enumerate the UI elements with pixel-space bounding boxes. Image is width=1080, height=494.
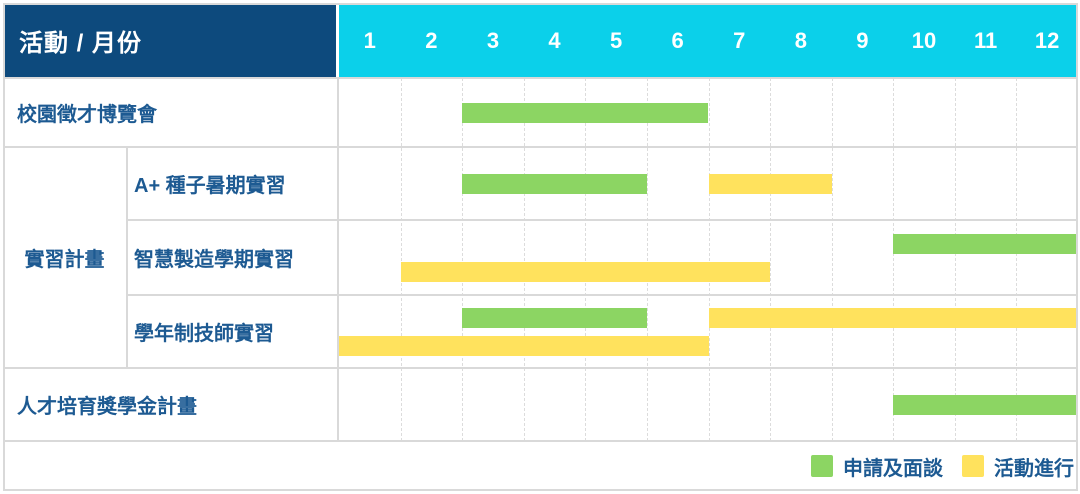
bars-talent-scholarship-program: [339, 368, 1078, 441]
row-label-smart-manufacturing-semester-internship: 智慧製造學期實習: [134, 249, 294, 271]
row-divider: [3, 146, 1078, 148]
month-label: 1: [363, 27, 376, 53]
row-label-year-round-technician-internship: 學年制技師實習: [134, 323, 274, 345]
bar-line: [339, 394, 1078, 415]
bar-line: [339, 261, 1078, 282]
row-divider: [3, 367, 1078, 369]
gantt-bar-apply: [462, 102, 709, 123]
bar-line: [339, 335, 1078, 356]
gantt-bar-ongoing: [339, 335, 709, 356]
month-label: 10: [911, 27, 937, 53]
row-divider: [3, 440, 1078, 442]
month-label: 9: [856, 27, 869, 53]
row-label-talent-scholarship-program: 人才培育獎學金計畫: [17, 396, 197, 418]
group-label-internship-program: 實習計畫: [24, 249, 105, 271]
month-label: 2: [425, 27, 438, 53]
bar-line: [339, 102, 1078, 123]
label-chart-divider: [337, 78, 339, 441]
month-header-row: 1 2 3 4 5 6 7 8 9 10 11 12: [339, 3, 1078, 78]
month-label: 7: [733, 27, 746, 53]
header-title: 活動 / 月份: [19, 30, 143, 57]
legend-swatch-activity-ongoing: [962, 455, 984, 477]
bars-aplus-seed-summer-internship: [339, 147, 1078, 220]
header-activity-month-cell: 活動 / 月份: [3, 3, 336, 78]
month-label: 5: [609, 27, 623, 53]
month-label: 12: [1034, 27, 1060, 53]
bar-line: [339, 307, 1078, 328]
bar-line: [339, 173, 1078, 194]
legend: 申請及面談 活動進行: [339, 441, 1076, 491]
row-divider: [126, 219, 1078, 221]
month-label: 4: [548, 27, 561, 53]
month-label: 6: [671, 27, 684, 53]
gantt-bar-ongoing: [708, 173, 832, 194]
bars-year-round-technician-internship: [339, 295, 1078, 368]
month-label: 3: [486, 27, 500, 53]
gantt-bar-apply: [893, 233, 1078, 254]
gantt-bar-ongoing: [400, 261, 771, 282]
row-divider: [3, 77, 1078, 79]
bars-campus-recruiting-fair: [339, 78, 1078, 147]
bar-line: [339, 233, 1078, 254]
row-label-aplus-seed-summer-internship: A+ 種子暑期實習: [134, 175, 286, 197]
group-subrow-divider: [126, 147, 128, 368]
gantt-bar-apply: [462, 173, 647, 194]
bars-smart-manufacturing-semester-internship: [339, 220, 1078, 295]
gantt-bar-ongoing: [708, 307, 1078, 328]
gantt-bar-apply: [462, 307, 647, 328]
gantt-bar-apply: [893, 394, 1078, 415]
legend-swatch-apply-interview: [811, 455, 833, 477]
legend-label-activity-ongoing: 活動進行: [994, 457, 1074, 480]
month-label: 8: [794, 27, 807, 53]
legend-label-apply-interview: 申請及面談: [843, 457, 943, 480]
row-label-campus-recruiting-fair: 校園徵才博覽會: [17, 104, 157, 126]
month-label: 11: [973, 27, 998, 53]
row-divider: [126, 294, 1078, 296]
